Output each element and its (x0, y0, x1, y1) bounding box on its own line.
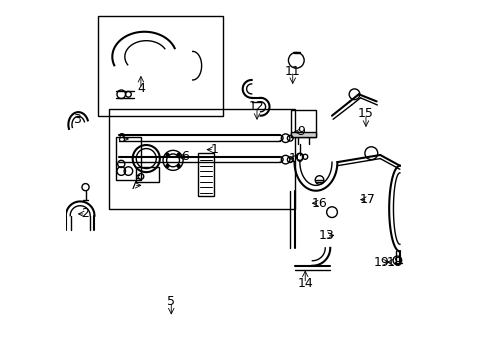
Bar (290, 132, 315, 137)
Text: 17: 17 (359, 193, 375, 206)
Text: 8: 8 (117, 132, 125, 145)
Bar (98, 16, 223, 116)
Text: 9: 9 (297, 125, 305, 138)
Text: 13: 13 (318, 229, 334, 242)
Text: 4: 4 (137, 82, 144, 95)
Circle shape (166, 165, 168, 167)
Text: 10: 10 (288, 152, 304, 165)
Circle shape (166, 153, 168, 156)
Text: 11: 11 (285, 64, 300, 77)
Circle shape (177, 165, 180, 167)
Text: 7: 7 (129, 179, 138, 192)
Text: 6: 6 (181, 150, 189, 163)
Text: 18: 18 (386, 256, 402, 269)
Text: 5: 5 (167, 295, 175, 308)
Text: 1: 1 (210, 143, 218, 156)
Text: 12: 12 (248, 100, 264, 113)
Text: 19: 19 (373, 256, 389, 269)
Bar (108, 109, 294, 208)
Text: 2: 2 (81, 207, 89, 220)
Text: 16: 16 (311, 197, 327, 210)
Bar (135, 167, 159, 182)
Bar (116, 137, 141, 180)
Circle shape (177, 153, 180, 156)
Text: 15: 15 (357, 107, 373, 120)
Text: 3: 3 (73, 113, 81, 126)
Bar (290, 111, 315, 137)
Text: 14: 14 (297, 277, 312, 290)
Bar (198, 153, 214, 196)
